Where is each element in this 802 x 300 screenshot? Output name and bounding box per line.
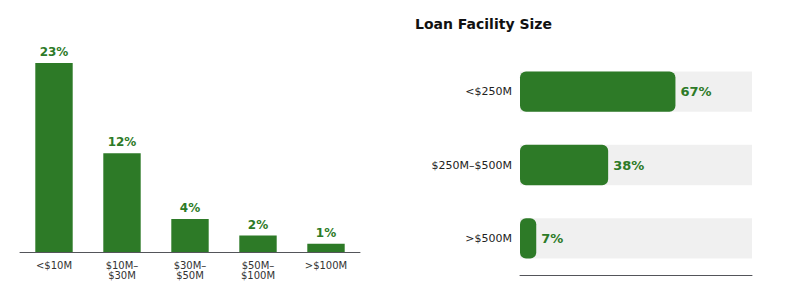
svg-text:67%: 67% [680,84,711,99]
svg-text:7%: 7% [541,231,563,246]
svg-text:4%: 4% [180,201,200,215]
svg-text:1%: 1% [316,226,336,240]
svg-text:Loan Facility Size: Loan Facility Size [415,16,552,32]
svg-text:$50M: $50M [176,270,204,281]
svg-text:$50M–: $50M– [241,259,275,271]
svg-text:12%: 12% [108,135,137,149]
svg-text:$100M: $100M [241,270,275,281]
svg-text:<$10M: <$10M [36,260,72,271]
svg-text:$10M–: $10M– [105,259,139,271]
svg-text:$30M: $30M [108,270,136,281]
svg-text:>$500M: >$500M [465,232,512,245]
svg-text:<$250M: <$250M [465,85,512,98]
svg-text:38%: 38% [613,158,644,173]
svg-text:$30M–: $30M– [173,259,207,271]
svg-text:$250M–$500M: $250M–$500M [432,159,512,172]
svg-text:2%: 2% [248,218,268,232]
svg-text:23%: 23% [40,45,69,59]
svg-text:>$100M: >$100M [305,260,347,271]
